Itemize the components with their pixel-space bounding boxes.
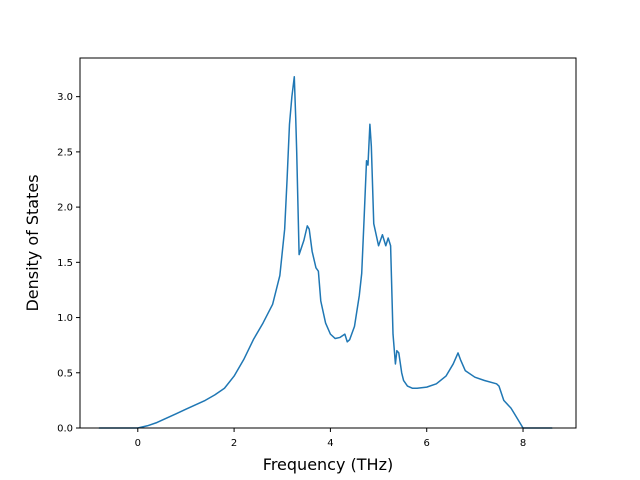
x-axis-title: Frequency (THz) <box>263 455 393 474</box>
y-tick-label: 1.0 <box>57 313 73 324</box>
plot-area <box>98 76 553 429</box>
y-tick-label: 0.5 <box>57 368 73 379</box>
x-tick-label: 4 <box>327 438 333 449</box>
x-tick-label: 6 <box>424 438 430 449</box>
x-tick-label: 0 <box>135 438 141 449</box>
axes-frame <box>79 57 577 429</box>
y-tick-label: 3.0 <box>57 92 73 103</box>
x-tick-label: 8 <box>520 438 526 449</box>
x-tick-label: 2 <box>231 438 237 449</box>
y-axis-title: Density of States <box>23 174 42 311</box>
dos-series-line <box>98 76 553 429</box>
y-tick-label: 2.0 <box>57 203 73 214</box>
y-tick-label: 2.5 <box>57 147 73 158</box>
y-tick-label: 0.0 <box>57 424 73 435</box>
y-tick-label: 1.5 <box>57 258 73 269</box>
axis-ticks: 0 2 4 6 8 0.0 0.5 1.0 1.5 2.0 2.5 3.0 <box>57 92 526 449</box>
